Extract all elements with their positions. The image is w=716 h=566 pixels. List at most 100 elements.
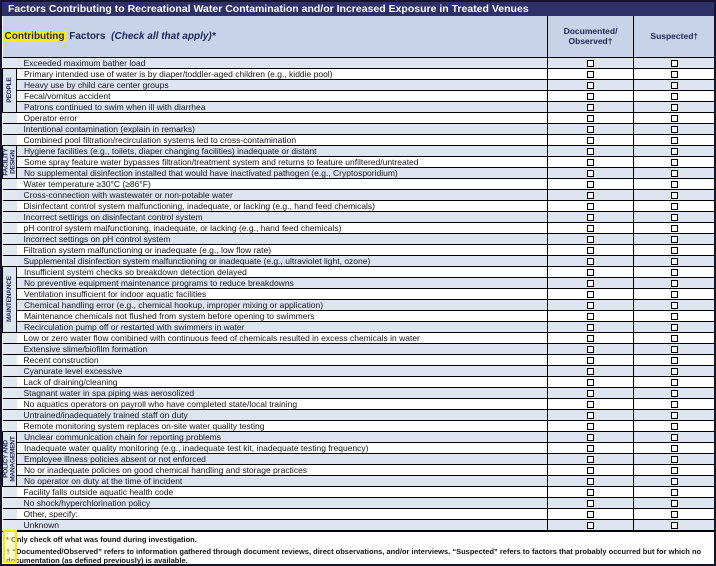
checkbox-documented-row-15[interactable] bbox=[587, 213, 595, 221]
checkbox-documented-row-41[interactable] bbox=[587, 499, 595, 507]
checkbox-documented-row-36[interactable] bbox=[587, 444, 595, 452]
checkbox-documented-row-5[interactable] bbox=[587, 103, 595, 111]
checkbox-documented-row-25[interactable] bbox=[587, 323, 595, 331]
checkbox-suspected-row-27[interactable] bbox=[670, 345, 678, 353]
checkbox-suspected-row-21[interactable] bbox=[670, 279, 678, 287]
table-row: POLICY AND MANAGEMENT Unclear communicati… bbox=[2, 430, 714, 487]
check-cell-documented bbox=[547, 90, 634, 102]
checkbox-documented-row-35[interactable] bbox=[587, 433, 595, 441]
checkbox-suspected-row-39[interactable] bbox=[670, 477, 678, 485]
checkbox-documented-row-27[interactable] bbox=[587, 345, 595, 353]
checkbox-documented-row-2[interactable] bbox=[587, 70, 595, 78]
table-row: Exceeded maximum bather load bbox=[2, 57, 714, 69]
checkbox-documented-row-29[interactable] bbox=[587, 367, 595, 375]
checkbox-documented-row-37[interactable] bbox=[587, 455, 595, 463]
checkbox-suspected-row-33[interactable] bbox=[670, 411, 678, 419]
factor-label: No supplemental disinfection installed t… bbox=[16, 167, 548, 179]
checkbox-suspected-row-7[interactable] bbox=[670, 125, 678, 133]
checkbox-suspected-row-1[interactable] bbox=[670, 59, 678, 67]
checkbox-documented-row-24[interactable] bbox=[587, 312, 595, 320]
checkbox-suspected-row-20[interactable] bbox=[670, 268, 678, 276]
checkbox-suspected-row-6[interactable] bbox=[670, 114, 678, 122]
checkbox-suspected-row-42[interactable] bbox=[670, 510, 678, 518]
checkbox-documented-row-18[interactable] bbox=[587, 246, 595, 254]
checkbox-suspected-row-37[interactable] bbox=[670, 455, 678, 463]
checkbox-documented-row-23[interactable] bbox=[587, 301, 595, 309]
checkbox-suspected-row-40[interactable] bbox=[670, 488, 678, 496]
checkbox-documented-row-17[interactable] bbox=[587, 235, 595, 243]
group-label-maintenance: MAINTENANCE bbox=[2, 265, 17, 333]
factor-label: Primary intended use of water is by diap… bbox=[16, 68, 548, 80]
checkbox-documented-row-38[interactable] bbox=[587, 466, 595, 474]
checkbox-suspected-row-9[interactable] bbox=[670, 147, 678, 155]
checkbox-documented-row-21[interactable] bbox=[587, 279, 595, 287]
checkbox-suspected-row-24[interactable] bbox=[670, 312, 678, 320]
checkbox-documented-row-8[interactable] bbox=[587, 136, 595, 144]
checkbox-suspected-row-4[interactable] bbox=[670, 92, 678, 100]
checkbox-documented-row-30[interactable] bbox=[587, 378, 595, 386]
checkbox-suspected-row-34[interactable] bbox=[670, 422, 678, 430]
check-cell-documented bbox=[547, 200, 634, 212]
factor-label: Facility falls outside aquatic health co… bbox=[16, 486, 548, 498]
checkbox-documented-row-14[interactable] bbox=[587, 202, 595, 210]
checkbox-suspected-row-14[interactable] bbox=[670, 202, 678, 210]
checkbox-documented-row-6[interactable] bbox=[587, 114, 595, 122]
checkbox-documented-row-22[interactable] bbox=[587, 290, 595, 298]
checkbox-suspected-row-41[interactable] bbox=[670, 499, 678, 507]
checkbox-suspected-row-12[interactable] bbox=[670, 180, 678, 188]
checkbox-documented-row-19[interactable] bbox=[587, 257, 595, 265]
checkbox-suspected-row-30[interactable] bbox=[670, 378, 678, 386]
checkbox-suspected-row-8[interactable] bbox=[670, 136, 678, 144]
checkbox-documented-row-26[interactable] bbox=[587, 334, 595, 342]
checkbox-documented-row-42[interactable] bbox=[587, 510, 595, 518]
checkbox-documented-row-40[interactable] bbox=[587, 488, 595, 496]
checkbox-suspected-row-11[interactable] bbox=[670, 169, 678, 177]
checkbox-documented-row-12[interactable] bbox=[587, 180, 595, 188]
checkbox-documented-row-43[interactable] bbox=[587, 521, 595, 529]
checkbox-suspected-row-29[interactable] bbox=[670, 367, 678, 375]
checkbox-suspected-row-26[interactable] bbox=[670, 334, 678, 342]
checkbox-suspected-row-32[interactable] bbox=[670, 400, 678, 408]
checkbox-documented-row-39[interactable] bbox=[587, 477, 595, 485]
checkbox-documented-row-10[interactable] bbox=[587, 158, 595, 166]
checkbox-documented-row-1[interactable] bbox=[587, 59, 595, 67]
checkbox-suspected-row-5[interactable] bbox=[670, 103, 678, 111]
checkbox-suspected-row-17[interactable] bbox=[670, 235, 678, 243]
checkbox-suspected-row-3[interactable] bbox=[670, 81, 678, 89]
checkbox-suspected-row-22[interactable] bbox=[670, 290, 678, 298]
checkbox-documented-row-9[interactable] bbox=[587, 147, 595, 155]
checkbox-documented-row-20[interactable] bbox=[587, 268, 595, 276]
checkbox-suspected-row-28[interactable] bbox=[670, 356, 678, 364]
checkbox-suspected-row-31[interactable] bbox=[670, 389, 678, 397]
checkbox-documented-row-13[interactable] bbox=[587, 191, 595, 199]
checkbox-documented-row-33[interactable] bbox=[587, 411, 595, 419]
checkbox-suspected-row-23[interactable] bbox=[670, 301, 678, 309]
checkbox-suspected-row-2[interactable] bbox=[670, 70, 678, 78]
checkbox-documented-row-16[interactable] bbox=[587, 224, 595, 232]
factor-label: Extensive slime/biofilm formation bbox=[16, 343, 548, 355]
table-row: Intentional contamination (explain in re… bbox=[2, 123, 714, 135]
checkbox-documented-row-34[interactable] bbox=[587, 422, 595, 430]
checkbox-suspected-row-35[interactable] bbox=[670, 433, 678, 441]
checkbox-documented-row-32[interactable] bbox=[587, 400, 595, 408]
checkbox-suspected-row-43[interactable] bbox=[670, 521, 678, 529]
checkbox-documented-row-28[interactable] bbox=[587, 356, 595, 364]
checkbox-documented-row-4[interactable] bbox=[587, 92, 595, 100]
checkbox-suspected-row-36[interactable] bbox=[670, 444, 678, 452]
checkbox-documented-row-7[interactable] bbox=[587, 125, 595, 133]
checkbox-documented-row-11[interactable] bbox=[587, 169, 595, 177]
checkbox-suspected-row-16[interactable] bbox=[670, 224, 678, 232]
checkbox-documented-row-3[interactable] bbox=[587, 81, 595, 89]
checkbox-suspected-row-25[interactable] bbox=[670, 323, 678, 331]
checkbox-documented-row-31[interactable] bbox=[587, 389, 595, 397]
checkbox-suspected-row-18[interactable] bbox=[670, 246, 678, 254]
checkbox-suspected-row-10[interactable] bbox=[670, 158, 678, 166]
checkbox-suspected-row-19[interactable] bbox=[670, 257, 678, 265]
checkbox-suspected-row-15[interactable] bbox=[670, 213, 678, 221]
check-cell-documented bbox=[547, 68, 634, 80]
checkbox-suspected-row-38[interactable] bbox=[670, 466, 678, 474]
table-row: Recent construction bbox=[2, 354, 714, 366]
check-cell-documented bbox=[547, 310, 634, 322]
checkbox-suspected-row-13[interactable] bbox=[670, 191, 678, 199]
